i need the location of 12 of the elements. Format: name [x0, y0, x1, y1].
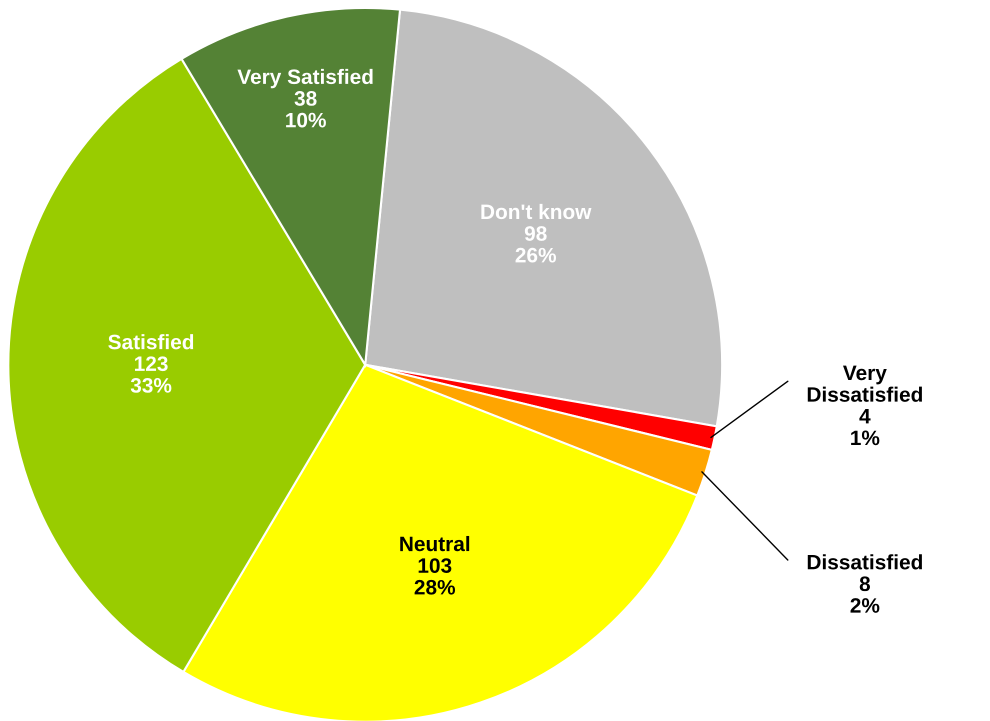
data-label: 4 1% — [851, 409, 880, 446]
slice-label: Very Satisfied — [237, 68, 373, 88]
data-label: 98 26% — [516, 226, 556, 263]
slice-label: Dissatisfied — [808, 554, 922, 570]
slice-label: Satisfied — [108, 334, 194, 350]
data-label: 123 33% — [130, 356, 172, 393]
data-label: 38 10% — [286, 91, 326, 128]
slice-label: Don't know — [481, 204, 592, 220]
data-label: 8 2% — [850, 576, 880, 613]
slice-label: Neutral — [400, 536, 470, 552]
slice-label: Very Dissatisfied — [808, 366, 922, 402]
data-label: 103 28% — [414, 558, 456, 595]
